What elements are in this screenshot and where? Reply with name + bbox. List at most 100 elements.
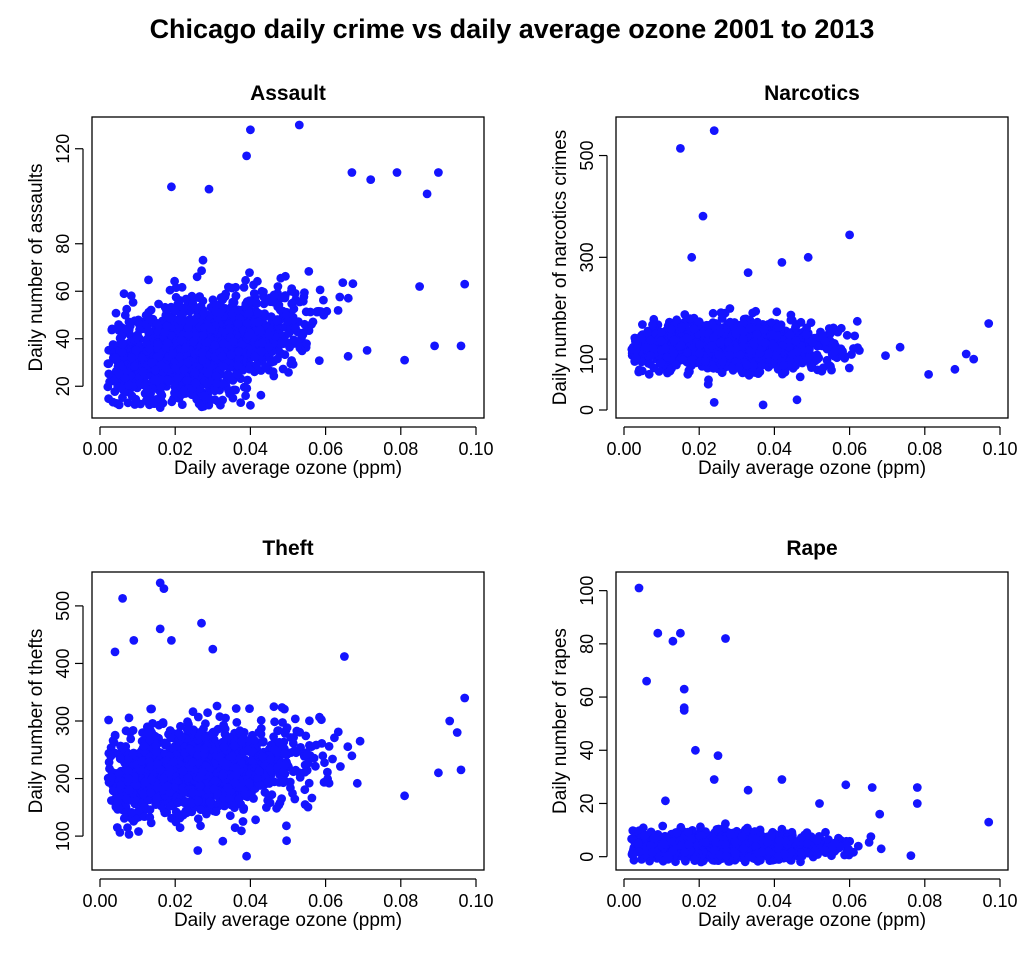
scatter-point (197, 266, 207, 276)
scatter-point (118, 594, 127, 603)
scatter-point (298, 330, 308, 339)
scatter-point (104, 369, 114, 379)
scatter-point (189, 337, 198, 347)
scatter-point (167, 331, 176, 341)
scatter-point (260, 309, 270, 319)
scatter-point (434, 768, 443, 778)
scatter-point (445, 716, 455, 726)
scatter-point (836, 323, 846, 333)
scatter-point (176, 721, 185, 731)
scatter-point (273, 282, 283, 291)
scatter-point (320, 758, 329, 768)
scatter-point (273, 726, 283, 735)
scatter-point (180, 797, 190, 807)
scatter-point (108, 340, 118, 349)
scatter-point (161, 363, 171, 373)
scatter-point (278, 364, 288, 374)
scatter-point (881, 351, 890, 360)
scatter-point (220, 724, 230, 734)
scatter-point (452, 728, 462, 737)
scatter-point (242, 851, 252, 861)
scatter-point (224, 282, 233, 292)
scatter-point (638, 320, 647, 329)
x-tick-label: 0.00 (606, 439, 641, 459)
scatter-point (305, 716, 314, 726)
scatter-point (292, 726, 302, 736)
scatter-point (760, 338, 770, 348)
scatter-point (669, 349, 679, 358)
scatter-point (155, 403, 165, 412)
scatter-point (272, 316, 282, 326)
scatter-point (827, 365, 836, 375)
scatter-point (138, 367, 148, 376)
data-points (103, 578, 470, 861)
scatter-point (134, 319, 144, 329)
scatter-point (689, 324, 699, 334)
scatter-point (758, 400, 768, 410)
scatter-point (150, 365, 160, 375)
scatter-point (303, 758, 313, 768)
scatter-point (256, 347, 266, 356)
scatter-point (126, 291, 136, 301)
scatter-point (306, 307, 315, 317)
scatter-point (343, 351, 353, 361)
y-tick-label: 120 (53, 134, 73, 164)
scatter-point (709, 363, 718, 373)
scatter-point (282, 836, 291, 846)
scatter-point (121, 726, 131, 736)
scatter-point (818, 363, 828, 373)
scatter-point (265, 798, 275, 808)
scatter-point (233, 361, 243, 370)
x-tick-label: 0.04 (233, 439, 268, 459)
scatter-point (648, 320, 657, 330)
scatter-point (109, 376, 119, 386)
y-tick-label: 300 (577, 242, 597, 272)
scatter-point (218, 771, 228, 781)
scatter-point (311, 761, 320, 771)
scatter-point (764, 349, 773, 359)
scatter-point (646, 359, 655, 369)
scatter-point (159, 773, 169, 783)
scatter-point (268, 297, 277, 307)
scatter-point (280, 293, 290, 303)
scatter-point (796, 317, 806, 327)
scatter-point (304, 267, 314, 276)
scatter-point (223, 783, 233, 793)
scatter-point (124, 774, 133, 784)
scatter-point (678, 355, 688, 365)
scatter-point (166, 733, 176, 743)
scatter-point (132, 332, 142, 342)
scatter-point (241, 391, 251, 401)
scatter-point (838, 347, 847, 356)
scatter-point (735, 350, 745, 360)
scatter-point (434, 168, 443, 177)
scatter-point (171, 807, 181, 817)
scatter-point (198, 767, 207, 777)
scatter-point (300, 767, 310, 777)
scatter-point (153, 783, 162, 792)
scatter-point (154, 299, 164, 309)
scatter-point (422, 189, 432, 199)
x-tick-label: 0.00 (82, 891, 117, 911)
scatter-point (362, 346, 372, 355)
scatter-point (755, 367, 765, 377)
scatter-point (233, 319, 243, 329)
scatter-point (152, 318, 162, 328)
scatter-point (211, 307, 221, 317)
scatter-point (243, 318, 252, 328)
scatter-point (145, 344, 155, 354)
scatter-point (707, 341, 717, 350)
scatter-point (106, 751, 116, 761)
scatter-point (131, 814, 140, 824)
scatter-point (218, 379, 228, 389)
scatter-point (278, 778, 288, 788)
scatter-point (194, 293, 204, 302)
scatter-point (280, 749, 290, 759)
scatter-point (171, 817, 181, 827)
scatter-point (631, 336, 640, 346)
scatter-point (145, 812, 155, 822)
scatter-point (352, 778, 362, 788)
scatter-point (725, 350, 734, 360)
